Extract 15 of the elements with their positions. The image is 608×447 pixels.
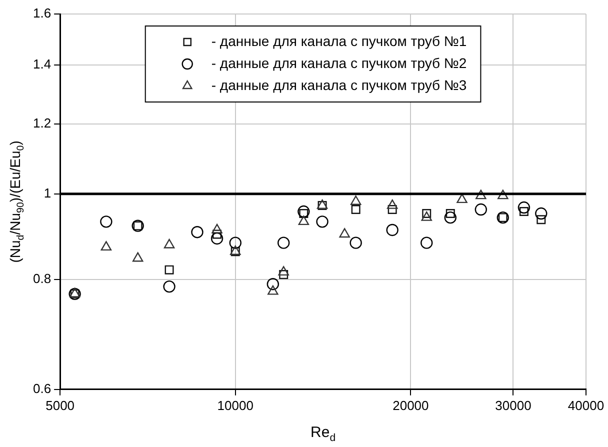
y-tick-label: 0.8 xyxy=(32,270,52,286)
legend-label: - данные для канала с пучком труб №1 xyxy=(211,32,467,49)
y-tick-label: 1.6 xyxy=(32,6,52,21)
legend-label: - данные для канала с пучком труб №2 xyxy=(211,54,467,71)
y-tick-label: 1.2 xyxy=(32,116,52,131)
y-axis-title: (Nud/Nu90)/(Eu/Eu0) xyxy=(6,140,27,263)
y-tick-label: 0.6 xyxy=(32,380,52,396)
legend-label: - данные для канала с пучком труб №3 xyxy=(211,76,467,93)
x-tick-label: 20000 xyxy=(392,398,429,413)
x-tick-label: 40000 xyxy=(568,398,604,413)
x-tick-label: 10000 xyxy=(217,398,254,413)
x-tick-label: 5000 xyxy=(46,398,75,413)
y-tick-label: 1 xyxy=(44,185,52,200)
y-tick-label: 1.4 xyxy=(32,56,52,72)
x-tick-label: 30000 xyxy=(495,398,532,413)
